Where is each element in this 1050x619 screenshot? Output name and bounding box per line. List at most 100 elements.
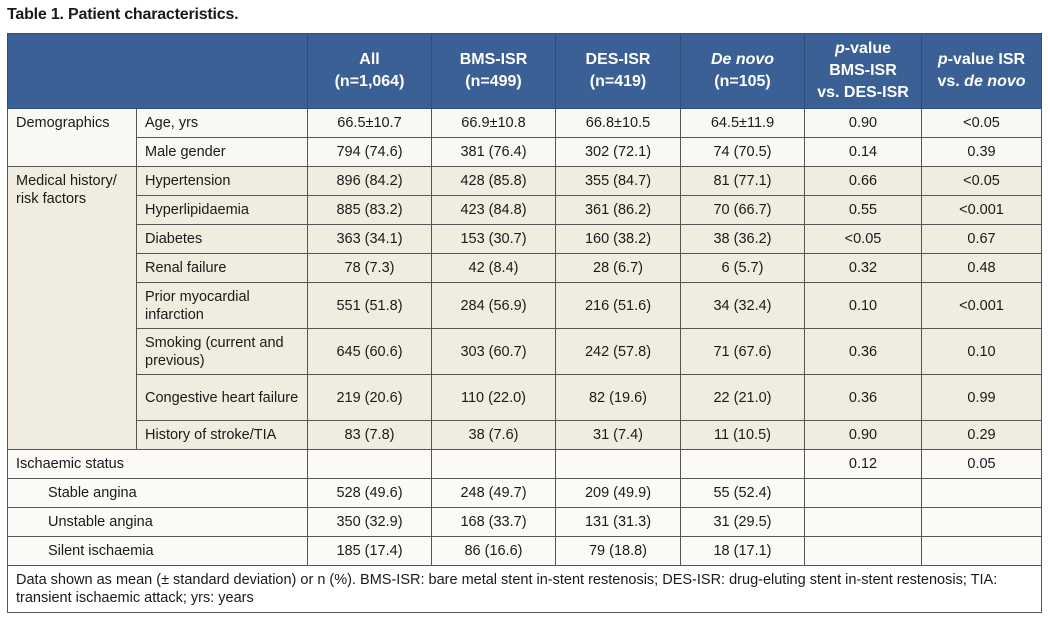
value-cell: 168 (33.7) <box>431 507 556 537</box>
table-row: Diabetes 363 (34.1) 153 (30.7) 160 (38.2) 38… <box>8 224 1042 254</box>
value-cell: 38 (7.6) <box>431 420 556 450</box>
table-row: Medical history/ risk factors Hypertensio… <box>7 166 1042 450</box>
row-label: Congestive heart failure <box>136 374 308 421</box>
patient-characteristics-table: All (n=1,064) BMS-ISR (n=499) DES-ISR (n=41… <box>7 33 1042 613</box>
row-label: Silent ischaemia <box>7 536 308 566</box>
table-row: Silent ischaemia 185 (17.4) 86 (16.6) 79 (1… <box>7 536 1042 566</box>
value-cell: 0.10 <box>804 282 922 329</box>
row-label: History of stroke/TIA <box>136 420 308 450</box>
value-cell: 219 (20.6) <box>307 374 432 421</box>
value-cell <box>921 536 1042 566</box>
value-cell: 185 (17.4) <box>307 536 432 566</box>
value-cell: 0.36 <box>804 374 922 421</box>
value-cell: 209 (49.9) <box>555 478 681 508</box>
value-cell: 248 (49.7) <box>431 478 556 508</box>
group-demographics: Demographics <box>7 108 137 167</box>
value-cell: <0.05 <box>921 108 1042 138</box>
value-cell: 0.29 <box>921 420 1042 450</box>
value-cell: <0.05 <box>921 166 1042 196</box>
value-cell: 131 (31.3) <box>555 507 681 537</box>
value-cell <box>804 507 922 537</box>
value-cell: 110 (22.0) <box>431 374 556 421</box>
value-cell: 0.66 <box>804 166 922 196</box>
value-cell: 0.67 <box>921 224 1042 254</box>
value-cell: 6 (5.7) <box>680 253 805 283</box>
value-cell: 216 (51.6) <box>555 282 681 329</box>
value-cell: <0.05 <box>804 224 922 254</box>
table-title: Table 1. Patient characteristics. <box>7 6 239 23</box>
row-label: Smoking (current and previous) <box>136 328 308 375</box>
value-cell <box>804 536 922 566</box>
value-cell: 355 (84.7) <box>555 166 681 196</box>
table-row: Prior myocardial infarction 551 (51.8) 284… <box>8 282 1042 329</box>
value-cell <box>804 478 922 508</box>
table-row: History of stroke/TIA 83 (7.8) 38 (7.6) 31 … <box>8 420 1042 450</box>
value-cell: 55 (52.4) <box>680 478 805 508</box>
table-row: Stable angina 528 (49.6) 248 (49.7) 209 (49… <box>7 478 1042 508</box>
value-cell: 350 (32.9) <box>307 507 432 537</box>
value-cell: 78 (7.3) <box>307 253 432 283</box>
value-cell: 153 (30.7) <box>431 224 556 254</box>
value-cell: 423 (84.8) <box>431 195 556 225</box>
value-cell: 42 (8.4) <box>431 253 556 283</box>
value-cell: 66.5±10.7 <box>307 108 432 138</box>
value-cell: 0.10 <box>921 328 1042 375</box>
value-cell: 0.05 <box>921 449 1042 479</box>
value-cell: 66.9±10.8 <box>431 108 556 138</box>
value-cell: 11 (10.5) <box>680 420 805 450</box>
value-cell: 0.48 <box>921 253 1042 283</box>
value-cell <box>921 478 1042 508</box>
header-des-isr: DES-ISR (n=419) <box>555 33 681 109</box>
row-label: Male gender <box>136 137 308 167</box>
value-cell: 428 (85.8) <box>431 166 556 196</box>
table-row: Unstable angina 350 (32.9) 168 (33.7) 131 (… <box>7 507 1042 537</box>
header-p-isr-vs-denovo: p-value ISR vs. de novo <box>921 33 1042 109</box>
value-cell: 86 (16.6) <box>431 536 556 566</box>
value-cell: <0.001 <box>921 195 1042 225</box>
value-cell: 0.90 <box>804 108 922 138</box>
header-p-bms-vs-des: p-value BMS-ISR vs. DES-ISR <box>804 33 922 109</box>
value-cell: 0.39 <box>921 137 1042 167</box>
value-cell: 71 (67.6) <box>680 328 805 375</box>
value-cell: 38 (36.2) <box>680 224 805 254</box>
value-cell: 361 (86.2) <box>555 195 681 225</box>
value-cell: 0.36 <box>804 328 922 375</box>
value-cell: 74 (70.5) <box>680 137 805 167</box>
row-label: Stable angina <box>7 478 308 508</box>
table-row: Ischaemic status 0.12 0.05 <box>7 449 1042 479</box>
value-cell: 82 (19.6) <box>555 374 681 421</box>
value-cell: 0.32 <box>804 253 922 283</box>
value-cell: 551 (51.8) <box>307 282 432 329</box>
row-label: Age, yrs <box>136 108 308 138</box>
value-cell: 70 (66.7) <box>680 195 805 225</box>
footnote-row: Data shown as mean (± standard deviation… <box>7 565 1042 613</box>
value-cell: 284 (56.9) <box>431 282 556 329</box>
value-cell: 64.5±11.9 <box>680 108 805 138</box>
group-ischaemic-status: Ischaemic status <box>7 449 308 479</box>
value-cell: 34 (32.4) <box>680 282 805 329</box>
value-cell: 31 (29.5) <box>680 507 805 537</box>
row-label: Hypertension <box>136 166 308 196</box>
header-de-novo: De novo (n=105) <box>680 33 805 109</box>
value-cell: 28 (6.7) <box>555 253 681 283</box>
row-label: Renal failure <box>136 253 308 283</box>
value-cell: 302 (72.1) <box>555 137 681 167</box>
value-cell: 81 (77.1) <box>680 166 805 196</box>
value-cell: 83 (7.8) <box>307 420 432 450</box>
value-cell: 66.8±10.5 <box>555 108 681 138</box>
row-label: Hyperlipidaemia <box>136 195 308 225</box>
table-row: Hyperlipidaemia 885 (83.2) 423 (84.8) 361 (… <box>8 195 1042 225</box>
value-cell: 528 (49.6) <box>307 478 432 508</box>
value-cell: 363 (34.1) <box>307 224 432 254</box>
row-label: Unstable angina <box>7 507 308 537</box>
row-label: Prior myocardial infarction <box>136 282 308 329</box>
table-row: Congestive heart failure 219 (20.6) 110 (2… <box>8 374 1042 421</box>
value-cell: 0.99 <box>921 374 1042 421</box>
value-cell: 31 (7.4) <box>555 420 681 450</box>
value-cell: 18 (17.1) <box>680 536 805 566</box>
header-bms-isr: BMS-ISR (n=499) <box>431 33 556 109</box>
value-cell: 79 (18.8) <box>555 536 681 566</box>
value-cell: 0.55 <box>804 195 922 225</box>
value-cell: <0.001 <box>921 282 1042 329</box>
value-cell: 0.14 <box>804 137 922 167</box>
